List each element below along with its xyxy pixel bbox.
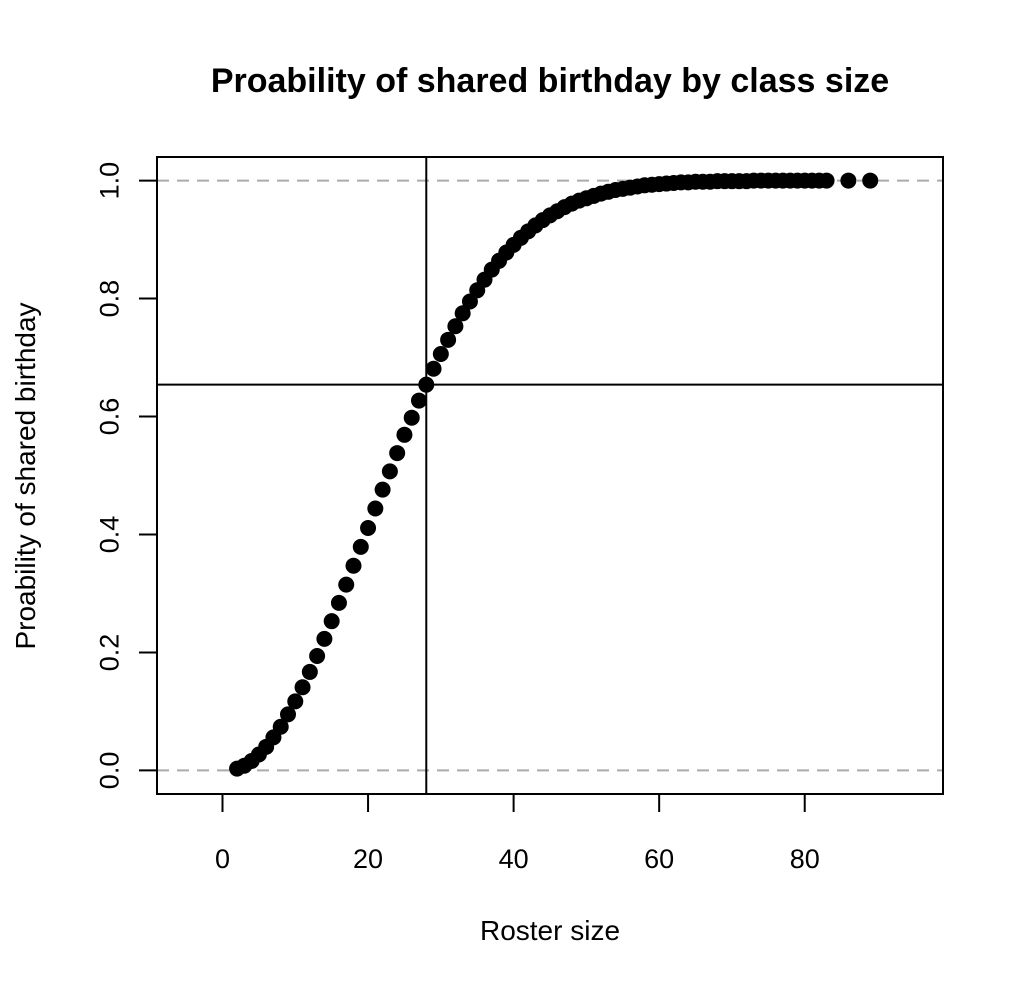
data-point [330, 594, 347, 611]
data-point [287, 693, 304, 710]
x-tick-label: 80 [790, 844, 820, 874]
data-point [374, 481, 391, 498]
y-tick-label: 1.0 [94, 162, 124, 200]
x-axis-label: Roster size [480, 915, 620, 946]
data-point [280, 706, 296, 723]
data-point [352, 538, 369, 555]
y-tick-label: 0.6 [94, 398, 124, 436]
data-point [309, 647, 326, 664]
x-tick-label: 60 [644, 844, 674, 874]
data-point [403, 409, 420, 426]
data-point [862, 172, 879, 189]
data-point [396, 426, 413, 443]
data-point [360, 519, 377, 536]
data-point [272, 718, 289, 735]
data-point [447, 318, 464, 335]
chart-title: Proability of shared birthday by class s… [211, 62, 889, 100]
data-point [389, 445, 406, 462]
data-point [301, 663, 318, 680]
data-point [840, 172, 857, 189]
data-point [440, 331, 457, 348]
data-point [411, 392, 427, 409]
x-tick-label: 40 [499, 844, 529, 874]
x-tick-label: 0 [215, 844, 230, 874]
data-point [432, 345, 449, 362]
y-axis-label: Proability of shared birthday [10, 302, 41, 649]
data-point [323, 613, 340, 630]
data-points [229, 172, 879, 777]
data-point [425, 360, 442, 377]
data-point [381, 463, 398, 480]
data-point [367, 500, 384, 517]
data-point [338, 576, 355, 593]
data-point [294, 679, 311, 696]
reference-lines [157, 157, 943, 794]
y-axis: 0.0 0.2 0.4 0.6 0.8 1.0 [94, 162, 158, 790]
data-point [316, 630, 333, 647]
data-point [418, 376, 435, 393]
data-point [818, 172, 835, 189]
data-point [345, 557, 362, 574]
y-tick-label: 0.8 [94, 280, 124, 318]
y-tick-label: 0.2 [94, 634, 124, 672]
x-axis: 0 20 40 60 80 [215, 793, 820, 874]
plot-frame [156, 156, 944, 795]
x-tick-label: 20 [353, 844, 383, 874]
data-point [454, 305, 471, 322]
y-tick-label: 0.0 [94, 752, 124, 790]
y-tick-label: 0.4 [94, 516, 124, 554]
